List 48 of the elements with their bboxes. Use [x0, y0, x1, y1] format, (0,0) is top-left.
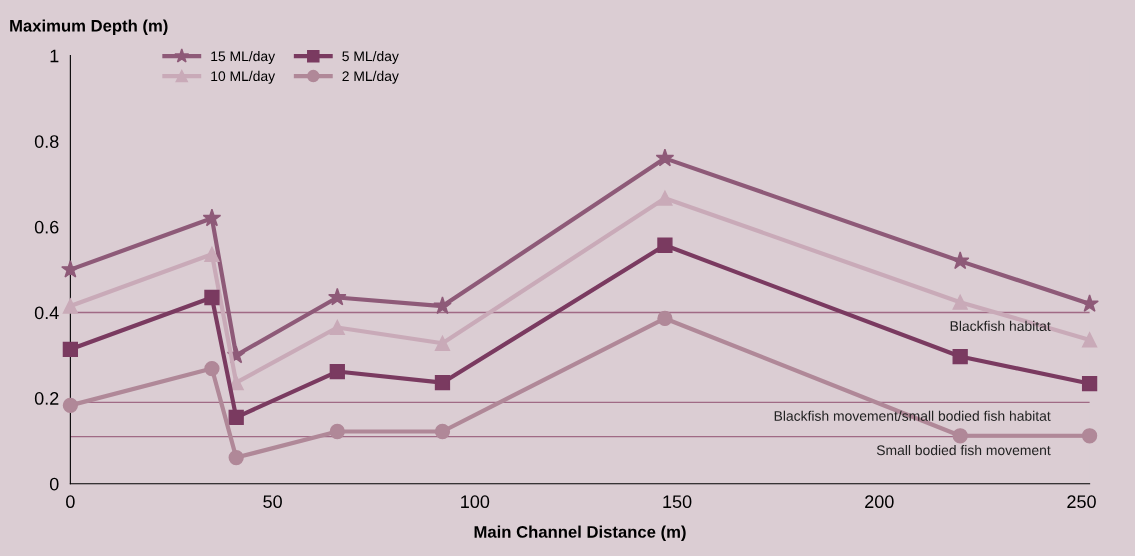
- point: [329, 319, 345, 336]
- x-tick-label: 0: [66, 495, 75, 509]
- point: [434, 375, 451, 391]
- ref-line-label: Blackfish habitat: [950, 320, 1051, 332]
- y-axis-title: Maximum Depth (m): [10, 19, 168, 35]
- point: [204, 289, 220, 306]
- legend-label: 5 ML/day: [342, 50, 399, 64]
- point: [1081, 428, 1098, 444]
- x-tick-label: 250: [1067, 495, 1096, 509]
- point: [952, 428, 968, 444]
- point: [657, 237, 673, 253]
- ref-line-label: Blackfish movement/small bodied fish habitat: [774, 410, 1051, 421]
- point: [329, 363, 345, 380]
- legend-label: 2 ML/day: [342, 70, 399, 84]
- point: [204, 246, 220, 262]
- point: [62, 397, 79, 414]
- point: [228, 409, 244, 426]
- point: [329, 423, 345, 440]
- point: [1081, 375, 1098, 392]
- point: [202, 208, 222, 227]
- legend-label: 15 ML/day: [211, 50, 276, 64]
- point: [657, 190, 673, 206]
- point: [62, 298, 79, 314]
- point: [952, 294, 968, 310]
- x-tick-label: 50: [263, 495, 282, 509]
- x-tick-label: 100: [461, 495, 490, 509]
- point: [328, 287, 347, 306]
- ref-line-label: Small bodied fish movement: [876, 444, 1051, 456]
- legend-label: 10 ML/day: [211, 70, 276, 84]
- x-tick-label: 150: [663, 495, 692, 509]
- y-tick-label: 0.4: [34, 306, 59, 320]
- y-tick-label: 0.8: [34, 135, 59, 148]
- y-tick-label: 0.6: [34, 220, 59, 234]
- point: [62, 341, 79, 357]
- x-tick-label: 200: [865, 495, 894, 509]
- point: [434, 335, 451, 351]
- point: [434, 423, 451, 440]
- x-axis-title: Main Channel Distance (m): [474, 525, 686, 542]
- y-tick-label: 0.2: [34, 392, 59, 405]
- point: [1081, 332, 1098, 348]
- y-tick-label: 1: [50, 49, 59, 63]
- y-tick-label: 0: [49, 477, 59, 491]
- point: [952, 348, 968, 365]
- point: [204, 360, 220, 377]
- point: [655, 148, 675, 167]
- point: [228, 449, 244, 466]
- point: [433, 296, 452, 315]
- point: [657, 310, 673, 327]
